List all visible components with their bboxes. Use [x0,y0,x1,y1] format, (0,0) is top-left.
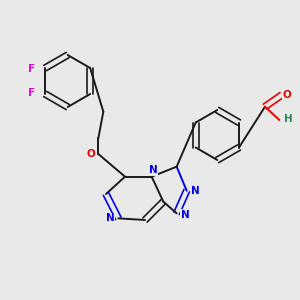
Text: N: N [191,186,200,196]
Text: H: H [284,113,293,124]
Text: N: N [149,165,158,175]
Text: F: F [28,64,35,74]
Text: F: F [28,88,35,98]
Text: O: O [86,149,95,159]
Text: N: N [181,210,189,220]
Text: O: O [283,90,291,100]
Text: N: N [106,213,114,223]
